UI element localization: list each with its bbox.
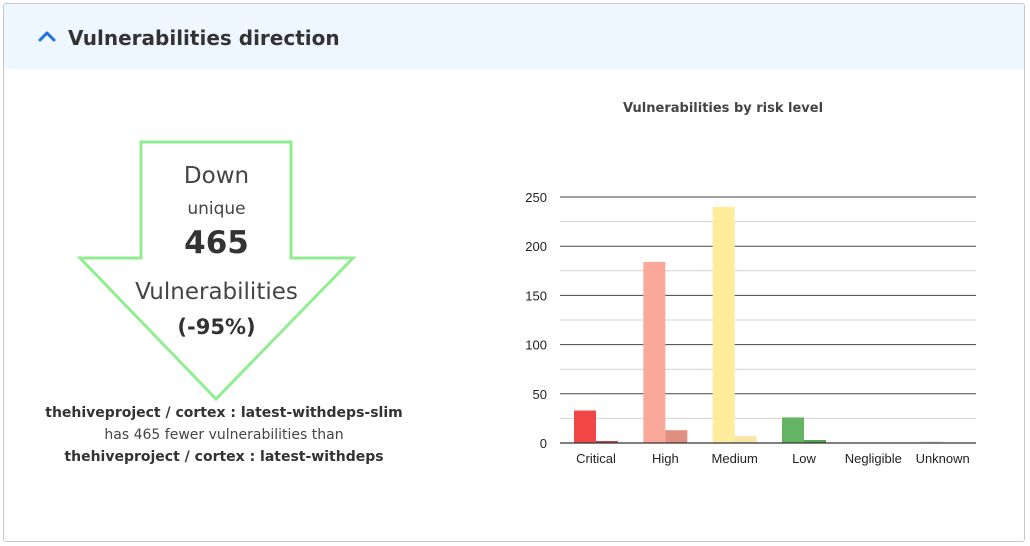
bars xyxy=(574,206,943,443)
y-tick-label: 150 xyxy=(525,288,547,303)
x-tick-label: Medium xyxy=(712,451,758,466)
bar-low-1[interactable] xyxy=(782,417,804,443)
bar-unknown-1[interactable] xyxy=(920,441,943,443)
bar-high-1[interactable] xyxy=(643,261,666,443)
down-arrow-shape xyxy=(76,140,357,402)
direction-qualifier: unique xyxy=(187,199,246,219)
x-tick-label: Low xyxy=(792,451,816,466)
y-tick-label: 50 xyxy=(533,387,547,402)
comparison-text: has 465 fewer vulnerabilities than xyxy=(104,427,344,443)
bar-critical-2[interactable] xyxy=(596,441,618,443)
x-tick-label: High xyxy=(652,451,679,466)
y-tick-label: 100 xyxy=(525,338,547,353)
image-b-name: thehiveproject / cortex : latest-withdep… xyxy=(64,449,384,465)
image-a-name: thehiveproject / cortex : latest-withdep… xyxy=(45,405,403,421)
bar-medium-2[interactable] xyxy=(734,436,757,443)
chart-title: Vulnerabilities by risk level xyxy=(623,101,823,116)
vulnerability-count: 465 xyxy=(184,225,249,261)
card-title: Vulnerabilities direction xyxy=(68,26,340,50)
direction-word: Down xyxy=(183,163,250,189)
vulnerabilities-label: Vulnerabilities xyxy=(135,279,298,305)
x-tick-label: Unknown xyxy=(916,451,970,466)
grid-lines xyxy=(560,196,976,419)
x-tick-label: Critical xyxy=(576,451,616,466)
percent-change: (-95%) xyxy=(177,315,256,339)
y-tick-label: 0 xyxy=(540,436,547,451)
bar-critical-1[interactable] xyxy=(574,410,596,443)
bar-medium-1[interactable] xyxy=(712,206,735,443)
bar-high-2[interactable] xyxy=(665,430,688,443)
direction-arrow: Down unique 465 Vulnerabilities (-95%) xyxy=(74,139,359,404)
chevron-up-icon[interactable] xyxy=(37,29,57,43)
axes: 0 50 100 150 200 250 Critical High Medium Low Negl… xyxy=(525,190,976,466)
card-header[interactable]: Vulnerabilities direction xyxy=(4,4,1024,69)
x-tick-label: Negligible xyxy=(845,451,902,466)
y-tick-label: 250 xyxy=(525,190,547,205)
bar-low-2[interactable] xyxy=(804,440,826,443)
y-tick-label: 200 xyxy=(525,239,547,254)
risk-level-bar-chart: Vulnerabilities by risk level 0 50 100 150 2… xyxy=(525,101,976,466)
vulnerabilities-direction-card: Vulnerabilities direction Down unique 46… xyxy=(3,3,1025,542)
